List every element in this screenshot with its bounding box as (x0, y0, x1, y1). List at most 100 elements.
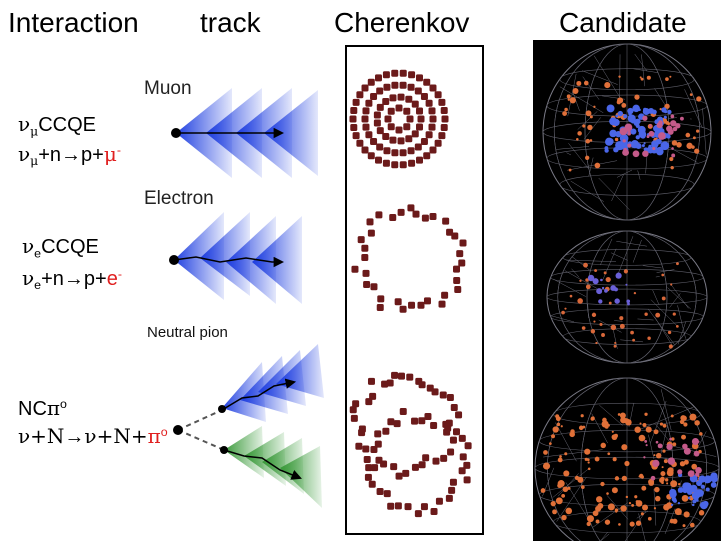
candidate-muon-hit (679, 116, 684, 121)
cherenkov-hit-muon (382, 71, 390, 79)
candidate-electron-hit (599, 322, 603, 326)
candidate-electron-hit (630, 330, 634, 335)
cherenkov-hit-muon (429, 84, 437, 92)
candidate-pion-grid (599, 404, 623, 426)
cherenkov-hit-muon (361, 84, 369, 92)
candidate-electron-hit (615, 272, 622, 279)
candidate-electron-grid (571, 256, 592, 272)
cherenkov-hit-electron (363, 280, 371, 288)
candidate-pion-grid (624, 511, 646, 541)
cherenkov-hit-muon (420, 138, 428, 146)
candidate-electron-hit (579, 279, 582, 282)
candidate-pion-hit (628, 502, 632, 505)
candidate-muon-hit (648, 111, 652, 114)
candidate-muon-hit (689, 93, 693, 97)
candidate-pion-hit (644, 412, 648, 416)
candidate-pion-hit (560, 425, 563, 428)
candidate-pion-hit (683, 459, 689, 465)
cherenkov-hit-electron (361, 244, 369, 252)
cherenkov-hit-muon (374, 156, 382, 164)
candidate-pion-hit (669, 437, 672, 441)
candidate-pion-hit (662, 449, 666, 453)
candidate-pion-hit (694, 420, 700, 426)
candidate-pion-hit (640, 512, 644, 516)
candidate-muon-hit (616, 132, 621, 138)
candidate-event-displays (534, 43, 720, 541)
cherenkov-hit-pion (404, 503, 412, 511)
candidate-muon-grid (637, 170, 641, 180)
candidate-pion-grid (600, 533, 610, 541)
cherenkov-hit-pion (452, 428, 460, 436)
candidate-electron-hit (608, 301, 612, 305)
candidate-muon-hit (593, 105, 596, 108)
candidate-electron-hit (627, 302, 630, 306)
cherenkov-hit-pion (411, 417, 419, 425)
cherenkov-hit-muon (349, 115, 357, 123)
cherenkov-hit-electron (453, 265, 461, 273)
cherenkov-hit-pion (424, 412, 432, 420)
candidate-pion-hit (611, 487, 618, 494)
photon-cone-upper (222, 362, 266, 422)
candidate-electron-hit (614, 298, 620, 304)
candidate-pion-hit (687, 470, 695, 477)
candidate-pion-hit (691, 491, 700, 500)
candidate-pion-hit (689, 413, 697, 421)
candidate-muon-hit (630, 141, 637, 148)
candidate-electron-grid (553, 278, 586, 297)
candidate-pion-grid (660, 389, 672, 431)
candidate-pion-hit (612, 457, 617, 462)
cherenkov-hit-muon (434, 91, 442, 99)
candidate-pion-hit (563, 470, 570, 477)
interaction-1-reaction: νμ+n→p+μ- (18, 141, 121, 169)
candidate-muon-hit (661, 107, 667, 113)
candidate-muon-grid (567, 73, 577, 117)
cherenkov-hit-pion (463, 461, 471, 469)
candidate-muon-hit (627, 143, 632, 148)
candidate-electron-hit (601, 286, 605, 290)
cherenkov-hit-electron (351, 265, 359, 273)
candidate-pion-hit (659, 422, 664, 426)
cherenkov-hit-muon (423, 152, 431, 160)
candidate-pion-hit (677, 469, 683, 475)
cherenkov-hit-pion (376, 487, 384, 495)
candidate-muon-grid (577, 111, 598, 130)
photon-cone-upper (258, 350, 306, 406)
candidate-electron-hit (581, 326, 586, 330)
candidate-muon-hit (656, 138, 662, 145)
candidate-muon-hit (675, 123, 681, 129)
cherenkov-hit-electron (453, 277, 461, 285)
cherenkov-hit-muon (440, 107, 448, 115)
candidate-muon-hit (589, 139, 593, 142)
cherenkov-hit-muon (365, 131, 373, 139)
candidate-muon-hit (609, 129, 617, 138)
cherenkov-hit-electron (389, 213, 397, 221)
candidate-muon-hit (646, 75, 651, 80)
cherenkov-hit-muon (367, 152, 375, 160)
candidate-pion-hit (647, 516, 652, 521)
candidate-pion-hit (689, 522, 695, 528)
candidate-muon-grid (702, 108, 707, 155)
cherenkov-hit-muon (352, 132, 360, 140)
candidate-muon-grid (567, 160, 618, 171)
candidate-pion-hit (555, 414, 560, 419)
cherenkov-hit-pion (422, 454, 430, 462)
cherenkov-hit-muon (399, 161, 407, 169)
candidate-electron-hit (590, 329, 596, 334)
candidate-pion-hit (565, 507, 573, 515)
candidate-electron-grid (667, 287, 691, 310)
cherenkov-hit-electron (367, 229, 375, 237)
cherenkov-hit-muon (389, 94, 397, 102)
cherenkov-hit-electron (399, 305, 407, 313)
candidate-pion-grid (659, 425, 668, 457)
candidate-electron-grid (566, 259, 616, 262)
cherenkov-hit-pion (393, 420, 401, 428)
cherenkov-hit-electron (412, 210, 420, 218)
cherenkov-hit-muon (352, 98, 360, 106)
candidate-muon-hit (665, 120, 669, 125)
candidate-pion-hit (584, 457, 588, 461)
candidate-electron-hit (623, 269, 628, 274)
candidate-pion-hit (600, 481, 605, 487)
candidate-pion-hit (556, 422, 561, 427)
candidate-muon-hit (569, 97, 576, 104)
electron-track (169, 212, 302, 304)
